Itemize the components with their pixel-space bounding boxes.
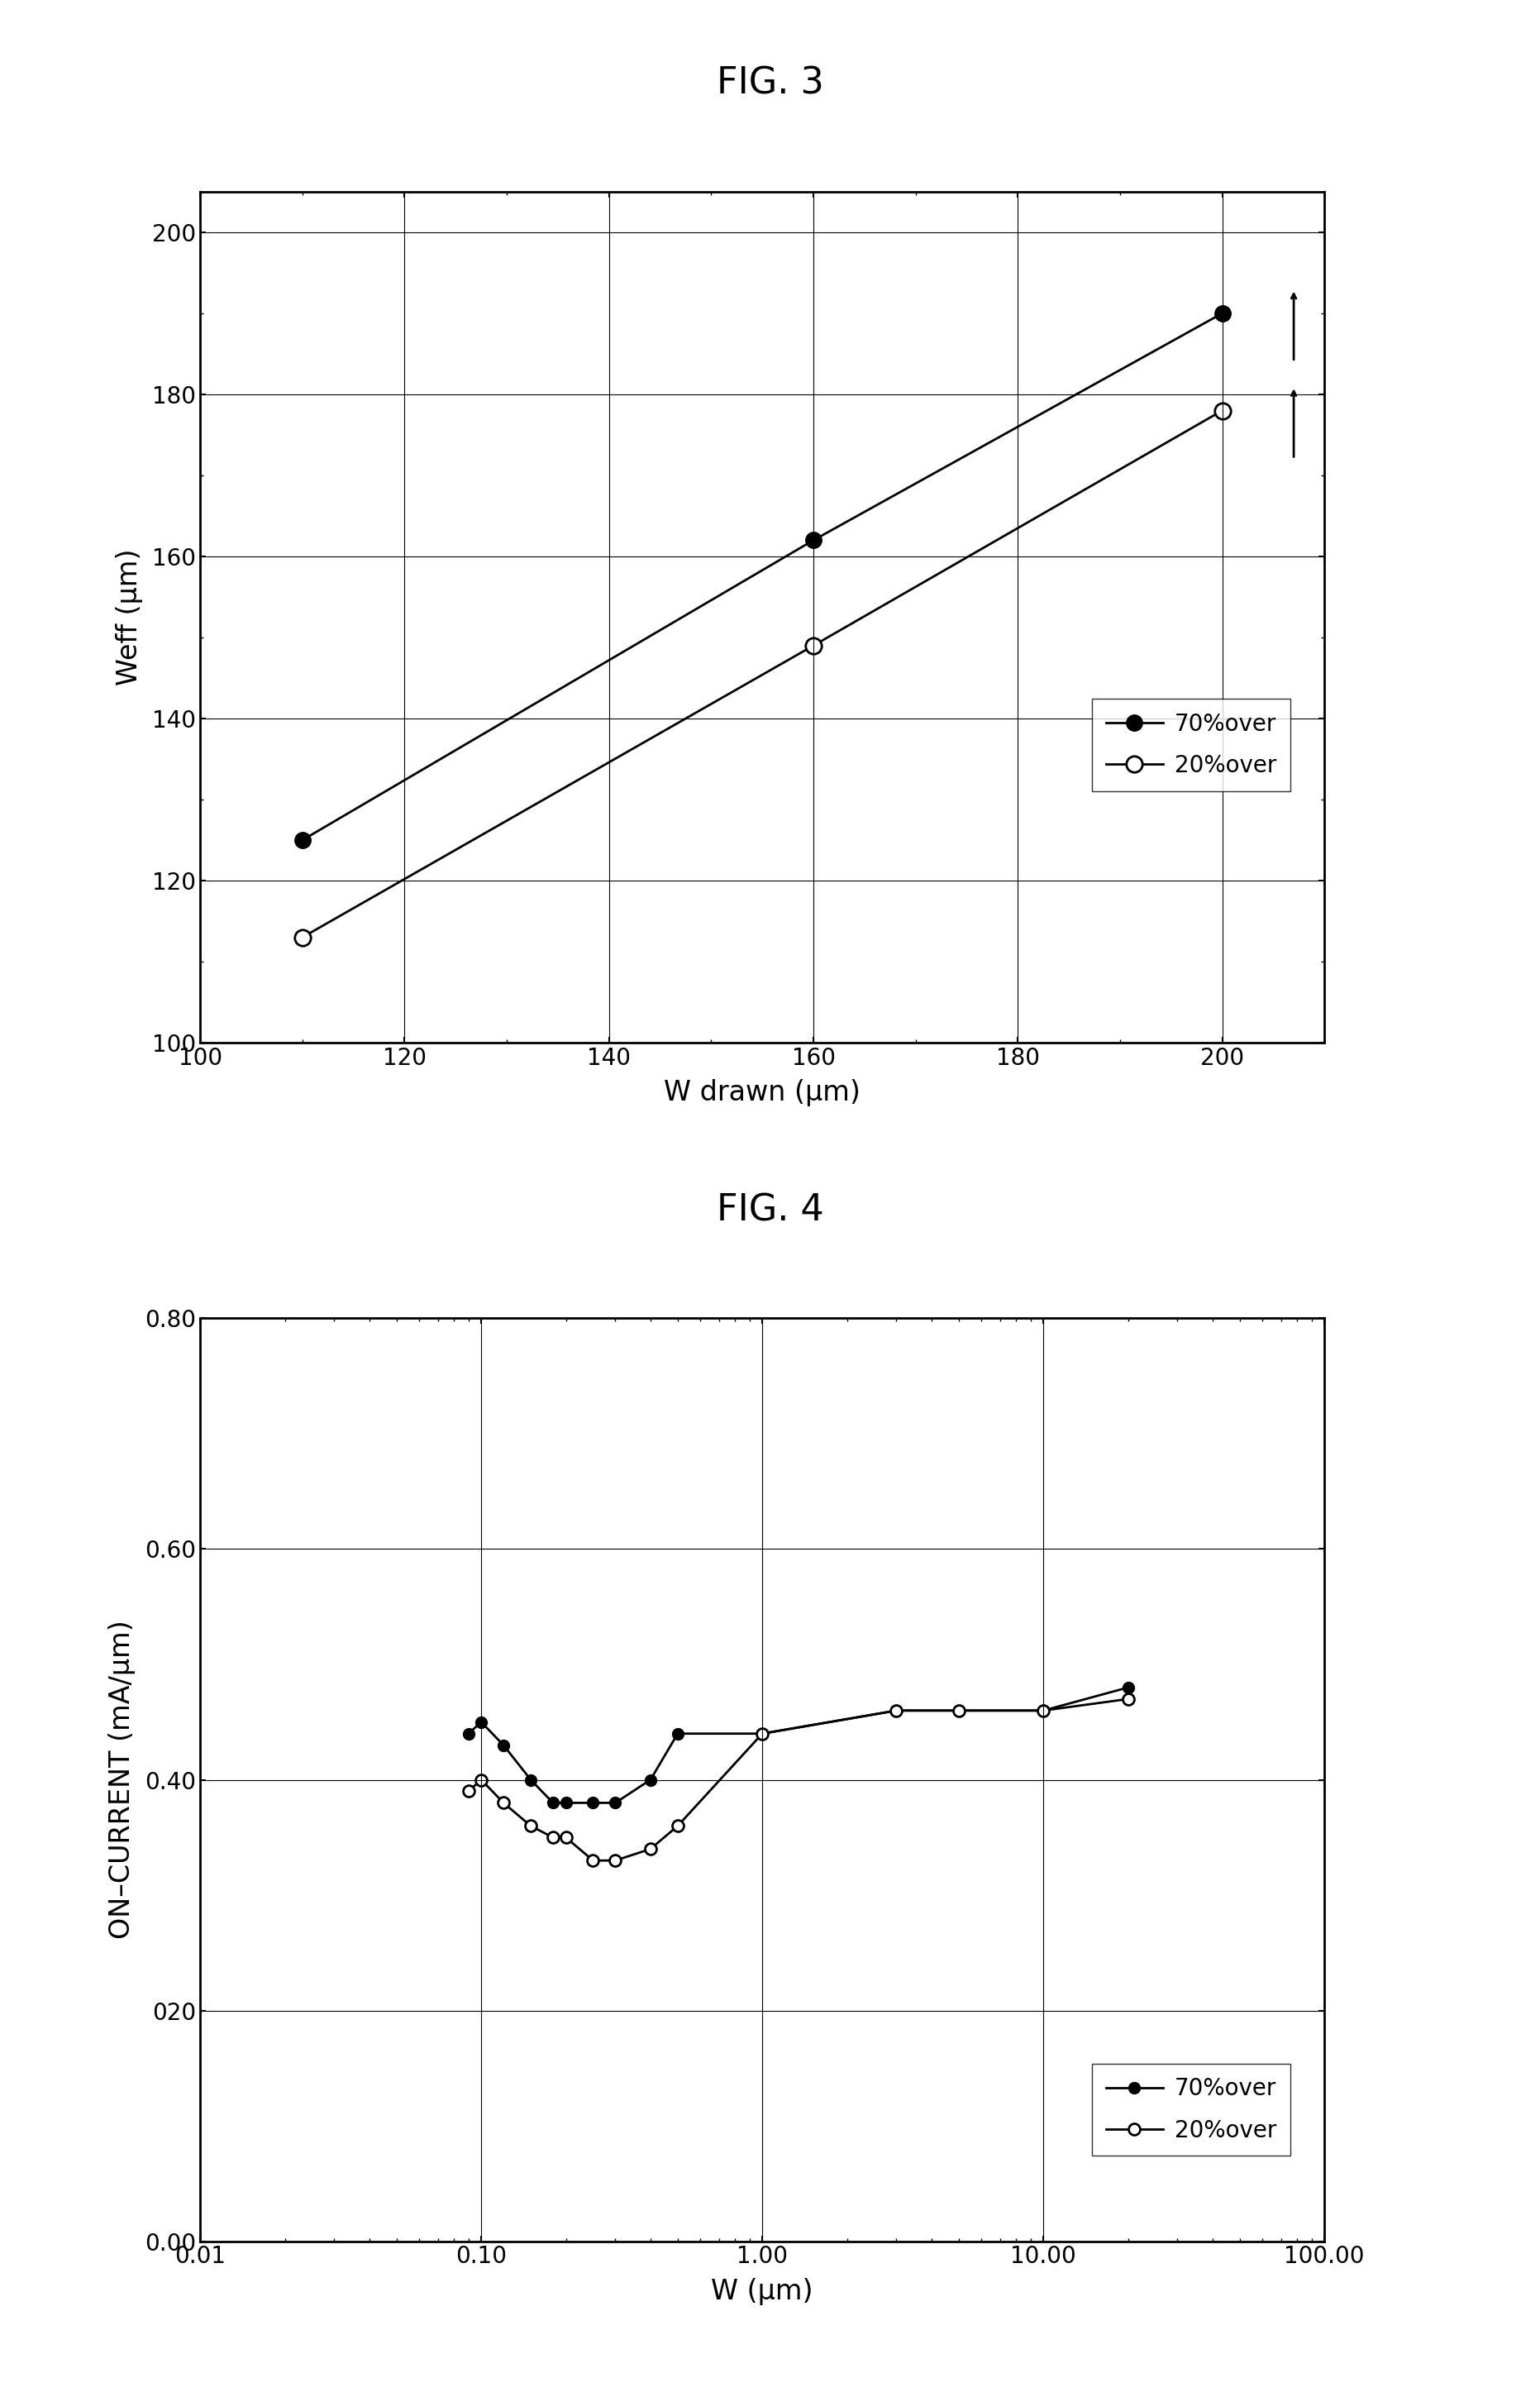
20%over [1035, 1697, 1053, 1726]
Line: 70%over: 70%over [294, 304, 1230, 849]
20%over [584, 1846, 602, 1874]
70%over [804, 525, 822, 554]
70%over [471, 1707, 490, 1735]
20%over [753, 1719, 772, 1747]
70%over [1118, 1673, 1137, 1702]
Line: 70%over: 70%over [462, 1683, 1133, 1810]
Text: FIG. 4: FIG. 4 [716, 1194, 824, 1227]
20%over [471, 1764, 490, 1793]
Line: 20%over: 20%over [294, 403, 1230, 944]
70%over [459, 1719, 477, 1747]
Y-axis label: ON–CURRENT (mA/μm): ON–CURRENT (mA/μm) [108, 1620, 136, 1939]
70%over [1035, 1697, 1053, 1726]
Legend: 70%over, 20%over: 70%over, 20%over [1092, 2064, 1291, 2155]
X-axis label: W (μm): W (μm) [711, 2277, 813, 2306]
70%over [607, 1788, 625, 1817]
Text: FIG. 3: FIG. 3 [716, 67, 824, 101]
20%over [950, 1697, 969, 1726]
20%over [887, 1697, 906, 1726]
20%over [459, 1776, 477, 1805]
X-axis label: W drawn (μm): W drawn (μm) [664, 1079, 861, 1107]
20%over [607, 1846, 625, 1874]
70%over [668, 1719, 687, 1747]
70%over [293, 825, 311, 853]
70%over [556, 1788, 574, 1817]
70%over [753, 1719, 772, 1747]
20%over [522, 1812, 541, 1841]
Line: 20%over: 20%over [462, 1692, 1133, 1867]
20%over [556, 1824, 574, 1853]
70%over [1214, 300, 1232, 328]
70%over [641, 1764, 659, 1793]
70%over [584, 1788, 602, 1817]
70%over [950, 1697, 969, 1726]
70%over [544, 1788, 562, 1817]
70%over [494, 1731, 513, 1759]
20%over [494, 1788, 513, 1817]
20%over [1214, 396, 1232, 424]
20%over [544, 1824, 562, 1853]
70%over [522, 1764, 541, 1793]
20%over [804, 630, 822, 659]
70%over [887, 1697, 906, 1726]
Y-axis label: Weff (μm): Weff (μm) [116, 549, 143, 686]
Legend: 70%over, 20%over: 70%over, 20%over [1092, 700, 1291, 791]
20%over [293, 923, 311, 952]
20%over [668, 1812, 687, 1841]
20%over [641, 1834, 659, 1862]
20%over [1118, 1685, 1137, 1714]
